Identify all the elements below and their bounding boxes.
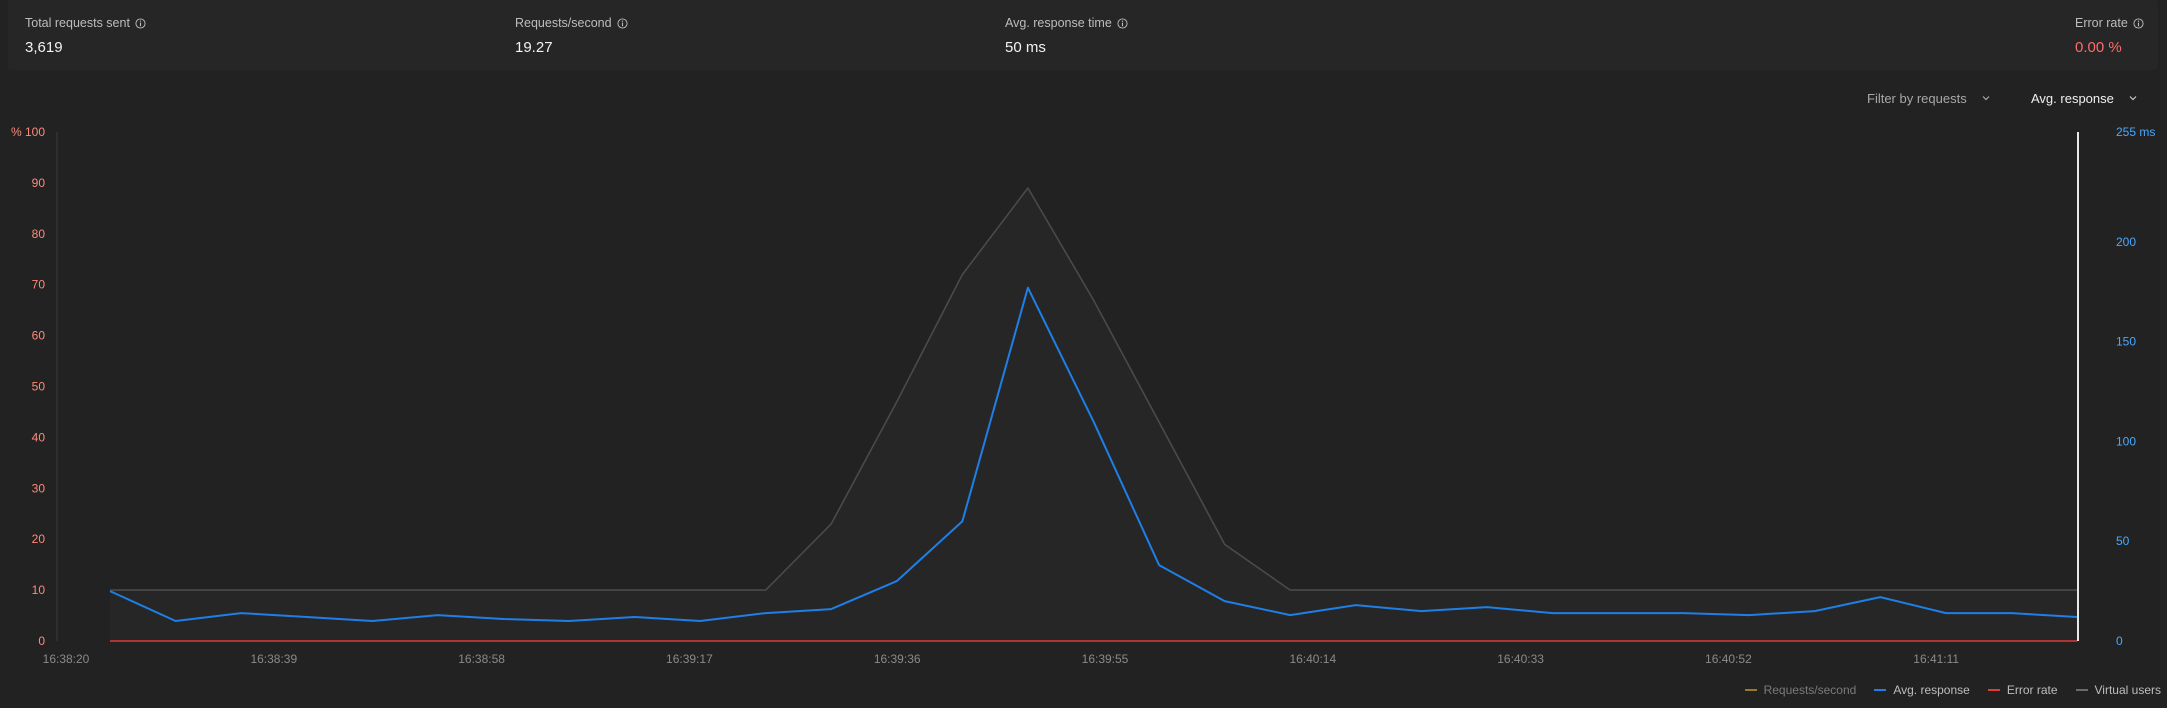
info-icon[interactable] [617,17,628,29]
stat-value: 0.00 % [2075,39,2122,56]
series-line-avg-response [109,286,2078,622]
legend-item-requests-per-second[interactable]: Requests/second [1744,683,1857,697]
left-axis-tick-label: % 100 [11,125,45,139]
series-line-virtual-users [110,187,2077,591]
legend-swatch [1874,689,1887,691]
stat-label: Total requests sent [25,16,130,30]
right-axis-tick-label: 200 [2116,235,2136,249]
summary-stats-bar: Total requests sent 3,619 Requests/secon… [8,0,2158,70]
left-axis: % 100 90 80 70 60 50 40 30 20 10 0 [11,125,45,648]
x-axis-tick-label: 16:38:58 [458,652,505,666]
right-axis-tick-label: 0 [2116,634,2123,648]
x-axis-tick-label: 16:38:39 [250,652,297,666]
left-axis-tick-label: 30 [32,481,46,495]
legend-item-error-rate[interactable]: Error rate [1987,683,2058,697]
legend-swatch [1744,689,1757,691]
legend-label: Error rate [2006,683,2058,697]
x-axis-tick-label: 16:40:33 [1497,652,1544,666]
legend-swatch [1987,689,2000,691]
stat-error-rate: Error rate 0.00 % [2075,16,2144,56]
left-axis-tick-label: 40 [32,430,46,444]
stat-value: 50 ms [1005,39,1046,56]
x-axis-tick-label: 16:39:36 [874,652,921,666]
right-axis-tick-label: 150 [2116,335,2136,349]
info-icon[interactable] [1117,17,1128,29]
stat-label: Error rate [2075,16,2128,30]
stat-label: Avg. response time [1005,16,1112,30]
left-axis-tick-label: 70 [32,278,46,292]
x-axis: 16:38:20 16:38:39 16:38:58 16:39:17 16:39:36… [43,652,1960,666]
left-axis-tick-label: 90 [32,176,46,190]
x-axis-tick-label: 16:39:17 [666,652,713,666]
stat-value: 19.27 [515,39,553,56]
right-axis-tick-label: 50 [2116,534,2130,548]
filter-by-dropdown[interactable]: Filter by requests [1867,90,1991,106]
legend-label: Avg. response [1893,683,1970,697]
chevron-down-icon[interactable] [1981,93,1991,103]
right-axis-tick-label: 100 [2116,434,2136,448]
left-axis-tick-label: 60 [32,329,46,343]
left-axis-tick-label: 50 [32,380,46,394]
stat-total-requests: Total requests sent 3,619 [25,16,146,56]
legend-label: Virtual users [2094,683,2161,697]
x-axis-tick-label: 16:40:14 [1289,652,1336,666]
legend-label: Requests/second [1763,683,1857,697]
legend-item-avg-response[interactable]: Avg. response [1874,683,1970,697]
virtual-users-area [110,188,2077,641]
legend-swatch [2075,689,2088,691]
metric-label[interactable]: Avg. response [2031,90,2114,106]
stat-value: 3,619 [25,39,63,56]
stat-requests-per-second: Requests/second 19.27 [515,16,628,56]
stat-label: Requests/second [515,16,612,30]
left-axis-tick-label: 80 [32,227,46,241]
metric-dropdown[interactable]: Avg. response [2031,90,2138,106]
left-axis-tick-label: 10 [32,583,46,597]
x-axis-tick-label: 16:41:11 [1913,652,1959,666]
x-axis-tick-label: 16:38:20 [43,652,90,666]
legend-item-virtual-users[interactable]: Virtual users [2075,683,2161,697]
x-axis-tick-label: 16:40:52 [1705,652,1752,666]
x-axis-tick-label: 16:39:55 [1082,652,1129,666]
left-axis-tick-label: 20 [32,532,46,546]
stat-avg-response-time: Avg. response time 50 ms [1005,16,1128,56]
chevron-down-icon[interactable] [2128,93,2138,103]
left-axis-tick-label: 0 [38,634,45,648]
right-axis-tick-label: 255 ms [2116,125,2155,139]
chart-legend: Requests/second Avg. response Error rate… [1744,683,2161,697]
info-icon[interactable] [2133,17,2144,29]
filter-by-label[interactable]: Filter by requests [1867,90,1967,106]
info-icon[interactable] [135,17,146,29]
right-axis: 255 ms 200 150 100 50 0 [2116,125,2155,648]
series-layer [109,187,2078,642]
